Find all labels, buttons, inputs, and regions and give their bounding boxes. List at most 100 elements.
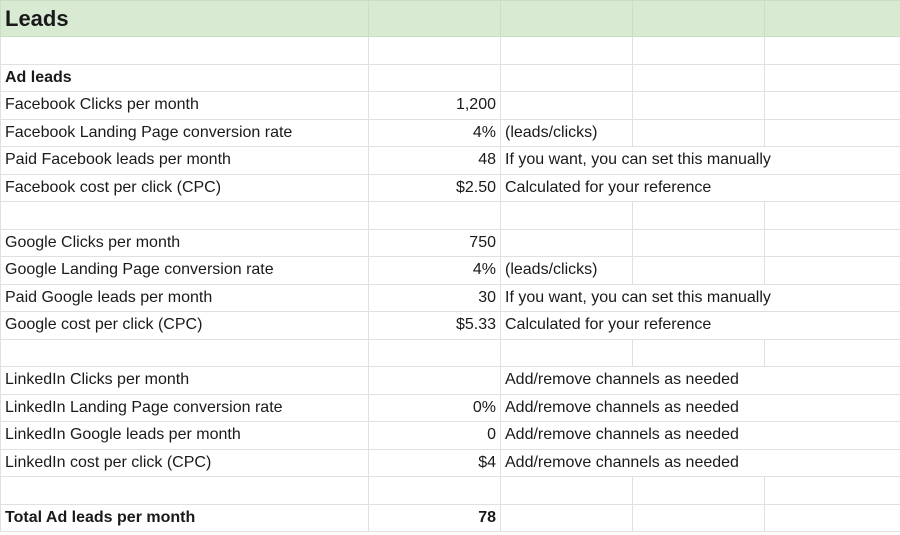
table-row: Facebook Landing Page conversion rate 4%… <box>0 118 900 147</box>
cell[interactable] <box>764 421 900 450</box>
cell[interactable] <box>764 173 900 202</box>
cell[interactable] <box>764 311 900 340</box>
note-cell[interactable]: Calculated for your reference <box>500 173 765 202</box>
table-row: Facebook cost per click (CPC) $2.50 Calc… <box>0 173 900 202</box>
cell[interactable] <box>764 476 900 505</box>
cell[interactable] <box>764 256 900 285</box>
table-row: LinkedIn cost per click (CPC) $4 Add/rem… <box>0 448 900 477</box>
value-cell[interactable]: $4 <box>368 448 501 477</box>
cell[interactable] <box>764 366 900 395</box>
cell[interactable] <box>632 476 765 505</box>
cell[interactable] <box>500 63 633 92</box>
label-cell[interactable]: LinkedIn Clicks per month <box>0 366 369 395</box>
note-cell[interactable]: Calculated for your reference <box>500 311 765 340</box>
label-cell[interactable]: Google Clicks per month <box>0 228 369 257</box>
value-cell[interactable]: 4% <box>368 256 501 285</box>
cell[interactable] <box>764 503 900 532</box>
cell[interactable] <box>368 201 501 230</box>
cell[interactable] <box>764 338 900 367</box>
table-row: Google Landing Page conversion rate 4% (… <box>0 256 900 285</box>
note-cell[interactable] <box>500 91 633 120</box>
note-cell[interactable] <box>500 228 633 257</box>
cell[interactable] <box>764 393 900 422</box>
blank-row <box>0 36 900 65</box>
value-cell[interactable]: 4% <box>368 118 501 147</box>
cell[interactable] <box>632 256 765 285</box>
cell[interactable] <box>500 476 633 505</box>
table-row: Paid Facebook leads per month 48 If you … <box>0 146 900 175</box>
label-cell[interactable]: Google cost per click (CPC) <box>0 311 369 340</box>
value-cell[interactable]: 750 <box>368 228 501 257</box>
table-row: LinkedIn Google leads per month 0 Add/re… <box>0 421 900 450</box>
note-cell[interactable]: Add/remove channels as needed <box>500 366 765 395</box>
value-cell[interactable]: 30 <box>368 283 501 312</box>
value-cell[interactable]: $5.33 <box>368 311 501 340</box>
sheet-title-cell[interactable]: Leads <box>0 0 369 37</box>
cell[interactable] <box>500 0 633 37</box>
cell[interactable] <box>0 201 369 230</box>
cell[interactable] <box>500 503 633 532</box>
label-cell[interactable]: LinkedIn Landing Page conversion rate <box>0 393 369 422</box>
label-cell[interactable]: Paid Google leads per month <box>0 283 369 312</box>
cell[interactable] <box>368 476 501 505</box>
value-cell[interactable]: 48 <box>368 146 501 175</box>
total-label-cell[interactable]: Total Ad leads per month <box>0 503 369 532</box>
total-value-cell[interactable]: 78 <box>368 503 501 532</box>
label-cell[interactable]: Facebook cost per click (CPC) <box>0 173 369 202</box>
cell[interactable] <box>764 201 900 230</box>
cell[interactable] <box>0 476 369 505</box>
value-cell[interactable]: $2.50 <box>368 173 501 202</box>
cell[interactable] <box>368 36 501 65</box>
cell[interactable] <box>368 338 501 367</box>
note-cell[interactable]: If you want, you can set this manually <box>500 146 900 175</box>
note-cell[interactable]: Add/remove channels as needed <box>500 421 765 450</box>
label-cell[interactable]: Facebook Clicks per month <box>0 91 369 120</box>
label-cell[interactable]: LinkedIn cost per click (CPC) <box>0 448 369 477</box>
cell[interactable] <box>632 63 765 92</box>
cell[interactable] <box>764 118 900 147</box>
value-cell[interactable]: 0% <box>368 393 501 422</box>
note-cell[interactable]: Add/remove channels as needed <box>500 448 765 477</box>
cell[interactable] <box>632 0 765 37</box>
cell[interactable] <box>632 118 765 147</box>
note-cell[interactable]: Add/remove channels as needed <box>500 393 765 422</box>
cell[interactable] <box>0 338 369 367</box>
cell[interactable] <box>500 338 633 367</box>
label-cell[interactable]: Paid Facebook leads per month <box>0 146 369 175</box>
value-cell[interactable] <box>368 366 501 395</box>
label-cell[interactable]: LinkedIn Google leads per month <box>0 421 369 450</box>
note-cell[interactable]: (leads/clicks) <box>500 118 633 147</box>
cell[interactable] <box>632 91 765 120</box>
cell[interactable] <box>500 36 633 65</box>
section-row: Ad leads <box>0 63 900 92</box>
cell[interactable] <box>368 0 501 37</box>
cell[interactable] <box>764 36 900 65</box>
cell[interactable] <box>632 503 765 532</box>
note-cell[interactable]: If you want, you can set this manually <box>500 283 900 312</box>
cell[interactable] <box>632 228 765 257</box>
label-cell[interactable]: Facebook Landing Page conversion rate <box>0 118 369 147</box>
table-row: Facebook Clicks per month 1,200 <box>0 91 900 120</box>
cell[interactable] <box>368 63 501 92</box>
blank-row <box>0 338 900 367</box>
label-cell[interactable]: Google Landing Page conversion rate <box>0 256 369 285</box>
cell[interactable] <box>0 36 369 65</box>
cell[interactable] <box>764 0 900 37</box>
cell[interactable] <box>764 63 900 92</box>
cell[interactable] <box>764 91 900 120</box>
table-row: Google Clicks per month 750 <box>0 228 900 257</box>
cell[interactable] <box>764 448 900 477</box>
note-cell[interactable]: (leads/clicks) <box>500 256 633 285</box>
cell[interactable] <box>764 228 900 257</box>
blank-row <box>0 476 900 505</box>
cell[interactable] <box>632 201 765 230</box>
value-cell[interactable]: 0 <box>368 421 501 450</box>
table-row: LinkedIn Clicks per month Add/remove cha… <box>0 366 900 395</box>
section-heading-cell[interactable]: Ad leads <box>0 63 369 92</box>
cell[interactable] <box>632 36 765 65</box>
cell[interactable] <box>632 338 765 367</box>
cell[interactable] <box>500 201 633 230</box>
value-cell[interactable]: 1,200 <box>368 91 501 120</box>
table-row: Google cost per click (CPC) $5.33 Calcul… <box>0 311 900 340</box>
